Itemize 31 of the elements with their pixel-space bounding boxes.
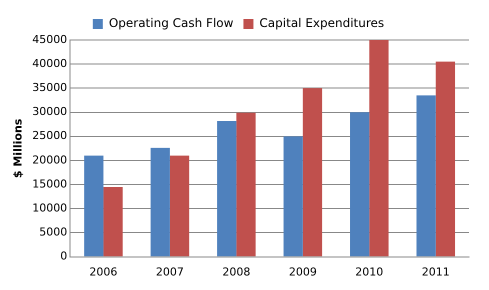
- bar: [236, 112, 256, 256]
- bar: [369, 40, 389, 256]
- bar: [84, 156, 104, 256]
- y-tick-label: 20000: [32, 153, 68, 166]
- bar: [436, 62, 456, 256]
- bar: [302, 88, 322, 256]
- y-tick-label: 10000: [32, 201, 68, 214]
- y-tick-label: 35000: [32, 81, 68, 94]
- y-tick-label: 45000: [32, 32, 68, 46]
- x-tick-label: 2011: [422, 265, 450, 278]
- y-axis-title: $ Millions: [11, 118, 24, 178]
- bar: [350, 112, 370, 256]
- bar: [217, 120, 236, 256]
- x-tick-label: 2007: [156, 265, 184, 278]
- x-tick-label: 2008: [222, 265, 250, 278]
- bar: [150, 148, 170, 256]
- legend-label: Capital Expenditures: [259, 16, 384, 30]
- y-tick-label: 5000: [39, 226, 68, 239]
- y-tick-label: 15000: [32, 177, 68, 190]
- legend-label: Operating Cash Flow: [108, 16, 234, 30]
- bar: [103, 186, 123, 256]
- x-tick-label: 2010: [355, 265, 384, 278]
- y-tick-label: 40000: [32, 56, 68, 70]
- x-tick-label: 2006: [89, 265, 118, 278]
- bar: [170, 156, 190, 256]
- y-tick-label: 30000: [32, 105, 68, 118]
- x-tick-label: 2009: [288, 265, 317, 278]
- bar: [284, 136, 303, 256]
- y-tick-label: 25000: [32, 129, 68, 142]
- y-tick-label: 0: [60, 250, 68, 263]
- bar: [416, 95, 436, 256]
